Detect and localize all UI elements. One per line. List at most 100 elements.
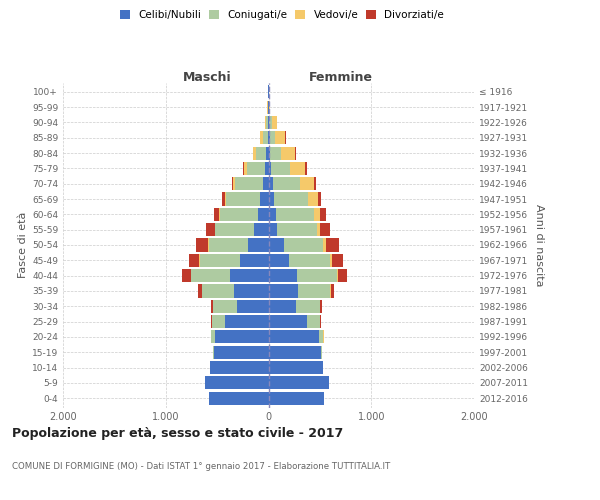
- Bar: [284, 238, 323, 252]
- Bar: [244, 162, 247, 175]
- Bar: [321, 346, 322, 359]
- Bar: [196, 238, 208, 252]
- Bar: [323, 238, 326, 252]
- Bar: [230, 269, 269, 282]
- Y-axis label: Fasce di età: Fasce di età: [18, 212, 28, 278]
- Bar: [212, 315, 226, 328]
- Bar: [240, 254, 269, 267]
- Bar: [320, 208, 326, 221]
- Bar: [330, 254, 332, 267]
- Bar: [202, 284, 233, 298]
- Bar: [269, 284, 298, 298]
- Bar: [206, 223, 215, 236]
- Bar: [226, 192, 260, 205]
- Bar: [269, 376, 329, 390]
- Bar: [190, 254, 199, 267]
- Bar: [337, 269, 338, 282]
- Bar: [233, 284, 269, 298]
- Bar: [269, 223, 277, 236]
- Bar: [275, 131, 286, 144]
- Bar: [318, 192, 321, 205]
- Bar: [305, 162, 307, 175]
- Bar: [269, 330, 319, 344]
- Bar: [308, 192, 318, 205]
- Bar: [253, 146, 256, 160]
- Bar: [200, 254, 240, 267]
- Bar: [326, 238, 339, 252]
- Bar: [256, 146, 266, 160]
- Bar: [338, 269, 347, 282]
- Bar: [210, 361, 269, 374]
- Bar: [269, 162, 271, 175]
- Bar: [307, 315, 320, 328]
- Bar: [265, 162, 269, 175]
- Bar: [269, 238, 284, 252]
- Bar: [269, 254, 289, 267]
- Bar: [215, 223, 254, 236]
- Text: Popolazione per età, sesso e stato civile - 2017: Popolazione per età, sesso e stato civil…: [12, 428, 343, 440]
- Bar: [272, 177, 301, 190]
- Bar: [314, 177, 316, 190]
- Bar: [301, 177, 314, 190]
- Bar: [214, 346, 269, 359]
- Bar: [209, 392, 269, 405]
- Bar: [269, 361, 323, 374]
- Bar: [269, 192, 274, 205]
- Bar: [211, 330, 215, 344]
- Text: Femmine: Femmine: [308, 71, 373, 84]
- Text: Maschi: Maschi: [182, 71, 231, 84]
- Bar: [214, 208, 219, 221]
- Bar: [269, 131, 275, 144]
- Text: COMUNE DI FORMIGINE (MO) - Dati ISTAT 1° gennaio 2017 - Elaborazione TUTTITALIA.: COMUNE DI FORMIGINE (MO) - Dati ISTAT 1°…: [12, 462, 390, 471]
- Bar: [269, 208, 275, 221]
- Bar: [205, 376, 269, 390]
- Bar: [289, 254, 330, 267]
- Bar: [211, 300, 213, 313]
- Bar: [266, 146, 269, 160]
- Bar: [213, 346, 214, 359]
- Bar: [275, 208, 314, 221]
- Bar: [260, 192, 269, 205]
- Bar: [219, 208, 220, 221]
- Bar: [220, 208, 258, 221]
- Bar: [191, 269, 230, 282]
- Bar: [233, 177, 235, 190]
- Bar: [320, 300, 322, 313]
- Bar: [235, 177, 263, 190]
- Legend: Celibi/Nubili, Coniugati/e, Vedovi/e, Divorziati/e: Celibi/Nubili, Coniugati/e, Vedovi/e, Di…: [118, 8, 446, 22]
- Bar: [281, 146, 295, 160]
- Bar: [213, 300, 236, 313]
- Bar: [269, 116, 272, 129]
- Bar: [271, 162, 290, 175]
- Bar: [269, 146, 270, 160]
- Bar: [236, 300, 269, 313]
- Bar: [295, 146, 296, 160]
- Bar: [263, 177, 269, 190]
- Bar: [209, 238, 248, 252]
- Bar: [274, 192, 308, 205]
- Bar: [225, 192, 226, 205]
- Bar: [269, 315, 307, 328]
- Bar: [331, 284, 334, 298]
- Bar: [248, 238, 269, 252]
- Bar: [260, 131, 263, 144]
- Bar: [254, 223, 269, 236]
- Bar: [298, 284, 330, 298]
- Bar: [277, 223, 317, 236]
- Bar: [182, 269, 191, 282]
- Bar: [232, 177, 233, 190]
- Bar: [320, 223, 329, 236]
- Bar: [319, 330, 323, 344]
- Bar: [265, 116, 266, 129]
- Bar: [297, 269, 337, 282]
- Bar: [258, 208, 269, 221]
- Bar: [270, 146, 281, 160]
- Bar: [332, 254, 343, 267]
- Bar: [269, 346, 321, 359]
- Bar: [296, 300, 320, 313]
- Bar: [266, 116, 268, 129]
- Bar: [269, 177, 272, 190]
- Y-axis label: Anni di nascita: Anni di nascita: [533, 204, 544, 286]
- Bar: [268, 131, 269, 144]
- Bar: [263, 131, 268, 144]
